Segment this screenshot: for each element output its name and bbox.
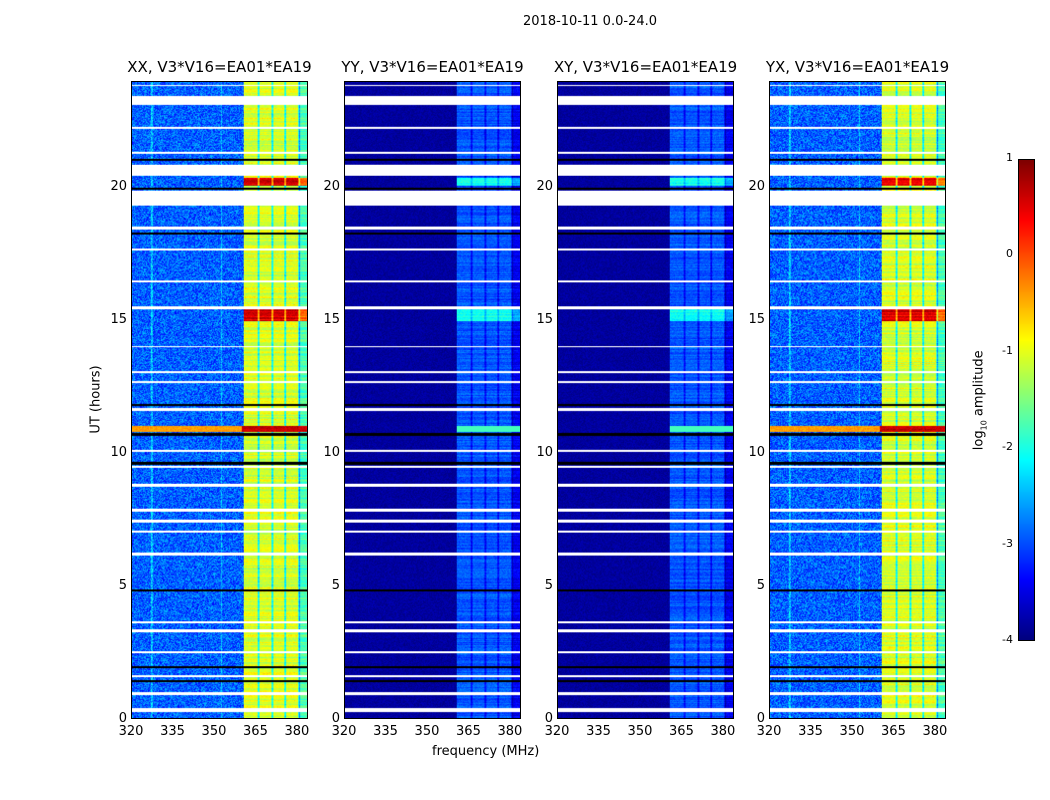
panel-title: YY, V3*V16=EA01*EA19 — [341, 58, 524, 76]
y-tick-label: 10 — [536, 445, 553, 461]
x-tick-label: 320 — [118, 724, 144, 739]
heatmap-panel-xx — [131, 81, 308, 719]
colorbar-tick-label: 0 — [1006, 247, 1013, 261]
x-tick-label: 350 — [839, 724, 865, 739]
x-tick-label: 365 — [456, 724, 481, 739]
y-tick-label: 0 — [544, 711, 553, 726]
y-tick-label: 10 — [748, 445, 765, 461]
colorbar-tick-label: -4 — [1002, 633, 1013, 646]
x-tick-label: 380 — [284, 724, 310, 739]
x-tick-label: 350 — [201, 724, 227, 739]
y-tick-label: 5 — [331, 578, 340, 594]
x-tick-label: 335 — [373, 724, 398, 739]
x-tick-label: 380 — [710, 724, 736, 739]
y-tick-label: 0 — [331, 711, 340, 726]
colorbar-label: log10 amplitude — [971, 350, 989, 451]
x-tick-label: 350 — [627, 724, 653, 739]
y-tick-label: 20 — [323, 179, 340, 195]
y-tick-label: 15 — [748, 312, 765, 328]
y-tick-label: 20 — [536, 179, 553, 195]
y-tick-label: 15 — [323, 312, 340, 328]
heatmap-panel-yy — [344, 81, 521, 719]
y-tick-label: 10 — [110, 445, 127, 461]
y-tick-label: 0 — [756, 711, 765, 726]
x-tick-label: 380 — [497, 724, 523, 739]
y-axis-label: UT (hours) — [88, 365, 104, 434]
panel-title: XX, V3*V16=EA01*EA19 — [127, 58, 312, 76]
x-tick-label: 335 — [586, 724, 611, 739]
colorbar-tick-label: -1 — [1002, 343, 1013, 357]
x-tick-label: 320 — [544, 724, 570, 739]
y-tick-label: 20 — [110, 179, 127, 195]
panel-title: YX, V3*V16=EA01*EA19 — [765, 58, 950, 76]
figure-title: 2018-10-11 0.0-24.0 — [523, 14, 657, 29]
y-tick-label: 20 — [748, 179, 765, 195]
y-tick-label: 5 — [118, 578, 127, 594]
panel-title: XY, V3*V16=EA01*EA19 — [553, 58, 738, 76]
y-tick-label: 15 — [110, 312, 127, 328]
colorbar-tick-label: 1 — [1006, 151, 1013, 164]
y-tick-label: 5 — [756, 578, 765, 594]
colorbar — [1018, 159, 1035, 641]
x-axis-label: frequency (MHz) — [432, 744, 540, 759]
colorbar-tick-label: -3 — [1002, 536, 1013, 550]
x-tick-label: 320 — [331, 724, 357, 739]
colorbar-tick-label: -2 — [1002, 440, 1013, 454]
y-tick-label: 10 — [323, 445, 340, 461]
x-tick-label: 335 — [160, 724, 185, 739]
y-tick-label: 15 — [536, 312, 553, 328]
x-tick-label: 350 — [414, 724, 440, 739]
x-tick-label: 365 — [881, 724, 906, 739]
x-tick-label: 365 — [243, 724, 268, 739]
y-tick-label: 5 — [544, 578, 553, 594]
heatmap-panel-xy — [557, 81, 734, 719]
heatmap-panel-yx — [769, 81, 946, 719]
x-tick-label: 365 — [669, 724, 694, 739]
x-tick-label: 320 — [756, 724, 782, 739]
x-tick-label: 335 — [798, 724, 823, 739]
x-tick-label: 380 — [922, 724, 948, 739]
y-tick-label: 0 — [118, 711, 127, 726]
